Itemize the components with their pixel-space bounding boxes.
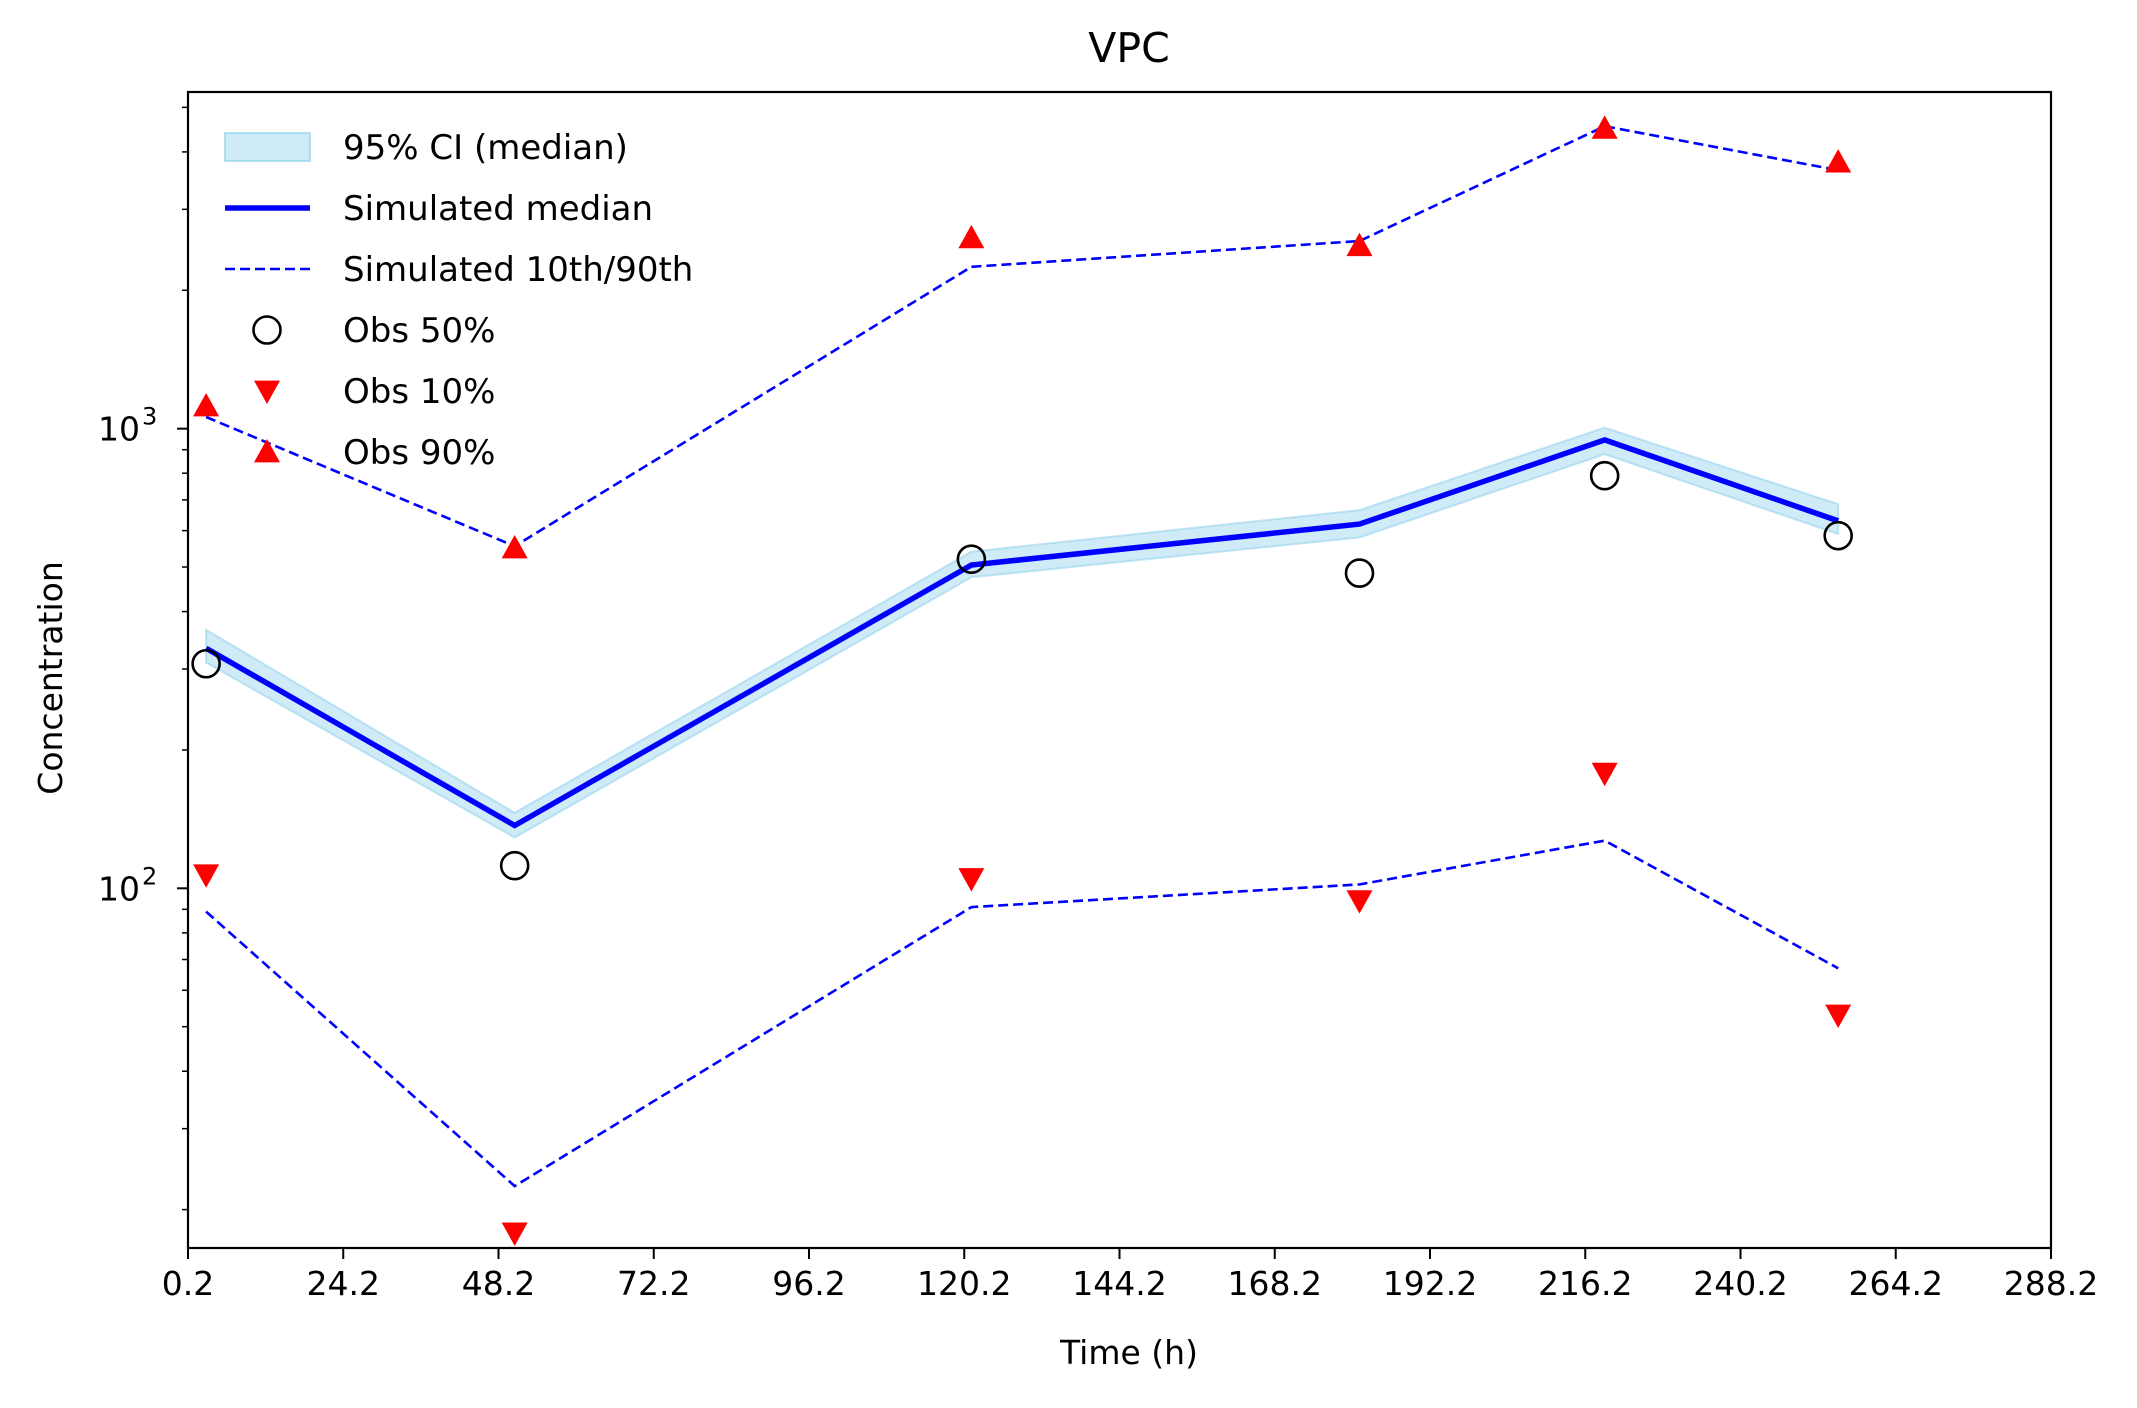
marker-obs-90 xyxy=(501,534,528,559)
series-line-median xyxy=(204,436,1840,829)
x-tick-label: 288.2 xyxy=(2004,1264,2098,1303)
marker-obs-50 xyxy=(1344,558,1375,588)
y-tick-exponent: 2 xyxy=(142,862,157,890)
marker-obs-10 xyxy=(958,868,985,892)
y-tick-label: 10 xyxy=(98,869,140,908)
x-tick-label: 24.2 xyxy=(307,1264,380,1303)
x-tick-label: 192.2 xyxy=(1383,1264,1477,1303)
marker-obs-50 xyxy=(191,648,221,679)
plot-series xyxy=(191,115,1853,1246)
legend-label: Obs 90% xyxy=(343,433,495,473)
x-tick-label: 72.2 xyxy=(617,1264,690,1303)
legend-swatch-circle xyxy=(252,315,282,345)
marker-obs-10 xyxy=(1346,890,1373,914)
chart-title: VPC xyxy=(1088,24,1169,72)
marker-obs-10 xyxy=(501,1222,528,1246)
x-tick-label: 240.2 xyxy=(1693,1264,1787,1303)
marker-obs-90 xyxy=(1346,232,1373,257)
y-tick-exponent: 3 xyxy=(142,403,157,431)
series-line-percentile-1 xyxy=(205,124,1839,548)
series-line-percentile-2 xyxy=(205,839,1839,1188)
x-axis-title: Time (h) xyxy=(1059,1333,1198,1372)
legend-swatch-band xyxy=(224,132,311,162)
legend-label: 95% CI (median) xyxy=(343,128,628,168)
x-tick-label: 96.2 xyxy=(772,1264,845,1303)
x-tick-label: 0.2 xyxy=(162,1264,214,1303)
x-tick-label: 168.2 xyxy=(1228,1264,1322,1303)
marker-obs-50 xyxy=(1823,520,1853,551)
x-tick-label: 144.2 xyxy=(1072,1264,1166,1303)
y-axis-title: Concentration xyxy=(31,561,70,794)
legend-item: Simulated median xyxy=(225,189,653,229)
marker-obs-50 xyxy=(499,850,530,881)
marker-obs-90 xyxy=(1825,149,1852,173)
marker-obs-50 xyxy=(1589,460,1620,491)
marker-obs-10 xyxy=(1825,1004,1852,1029)
x-tick-label: 264.2 xyxy=(1849,1264,1943,1303)
ci-band xyxy=(205,426,1840,839)
legend-item: Obs 10% xyxy=(254,372,495,412)
marker-obs-90 xyxy=(1591,115,1618,139)
legend-item: 95% CI (median) xyxy=(224,128,628,168)
legend-swatch-triangle-up xyxy=(254,439,280,463)
legend-label: Obs 50% xyxy=(343,311,495,351)
x-tick-label: 120.2 xyxy=(917,1264,1011,1303)
plot-area xyxy=(191,115,1853,1246)
legend-swatch-triangle-down xyxy=(254,380,280,404)
legend-item: Obs 50% xyxy=(252,311,495,351)
marker-obs-10 xyxy=(193,864,220,888)
legend: 95% CI (median) Simulated median Simulated… xyxy=(224,128,693,473)
marker-obs-10 xyxy=(1591,762,1618,787)
x-tick-label: 216.2 xyxy=(1538,1264,1632,1303)
x-tick-label: 48.2 xyxy=(462,1264,535,1303)
legend-item: Obs 90% xyxy=(254,433,495,473)
legend-label: Obs 10% xyxy=(343,372,495,412)
y-tick-label: 10 xyxy=(98,410,140,449)
marker-obs-90 xyxy=(958,224,985,249)
marker-obs-90 xyxy=(193,393,220,417)
marker-obs-50 xyxy=(956,544,987,574)
x-axis: 0.2 24.2 48.2 72.2 96.2 120.2 144.2 168.2 192.2 2… xyxy=(162,1248,2098,1303)
legend-item: Simulated 10th/90th xyxy=(225,250,693,290)
legend-label: Simulated median xyxy=(343,189,653,229)
legend-label: Simulated 10th/90th xyxy=(343,250,693,290)
